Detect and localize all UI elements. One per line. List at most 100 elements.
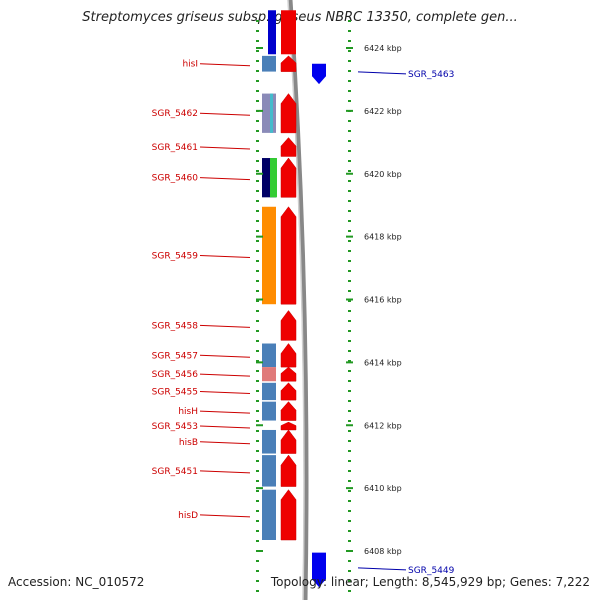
gene-label[interactable]: SGR_5462 — [152, 109, 198, 119]
blast-hit-block[interactable] — [262, 93, 276, 133]
gene-arrow[interactable] — [280, 421, 297, 431]
scale-dot-right — [348, 470, 351, 472]
blast-hit-block[interactable] — [262, 206, 276, 305]
gene-label[interactable]: SGR_5453 — [152, 422, 198, 432]
blast-hit-block[interactable] — [262, 489, 276, 540]
gene-label[interactable]: hisD — [178, 511, 198, 521]
gene-arrow[interactable] — [280, 429, 297, 454]
scale-dot-right — [348, 300, 351, 302]
gene-label[interactable]: hisH — [178, 407, 198, 417]
scale-dot-left — [256, 350, 259, 352]
scale-dot-right — [348, 310, 351, 312]
kbp-tick — [346, 235, 353, 238]
scale-dot-right — [348, 380, 351, 382]
gene-arrow[interactable] — [280, 489, 297, 541]
gene-label[interactable]: SGR_5458 — [152, 321, 199, 331]
blast-hit-block[interactable] — [262, 367, 276, 382]
kbp-tick — [346, 47, 353, 49]
gene-track — [262, 10, 326, 588]
scale-dot-left — [256, 470, 259, 472]
scale-dot-right — [348, 390, 351, 392]
scale-dot-left — [256, 300, 259, 302]
gene-label[interactable]: SGR_5461 — [152, 143, 198, 153]
gene-label[interactable]: hisB — [179, 438, 198, 448]
scale-dot-left — [256, 440, 259, 442]
scale-dot-left — [256, 280, 259, 282]
scale-dot-left — [256, 560, 259, 562]
gene-arrow[interactable] — [280, 366, 297, 382]
gene-label[interactable]: SGR_5463 — [408, 70, 454, 80]
scale-dot-left — [256, 480, 259, 482]
scale-dot-left — [256, 530, 259, 532]
scale-dot-left — [256, 40, 259, 42]
blast-hit-block[interactable] — [262, 429, 276, 454]
gene-arrow[interactable] — [280, 382, 297, 401]
scale-dot-right — [348, 360, 351, 362]
gene-label-leader — [199, 425, 251, 429]
blast-hit-block[interactable] — [262, 401, 276, 421]
scale-dot-right — [348, 100, 351, 102]
scale-dot-left — [256, 100, 259, 102]
kbp-tick-left — [256, 550, 263, 552]
gene-label-leader — [199, 324, 251, 328]
scale-dot-right — [348, 130, 351, 132]
kbp-label: 6420 kbp — [364, 170, 402, 179]
scale-dot-right — [348, 540, 351, 542]
scale-dot-right — [348, 120, 351, 122]
gene-label-leader — [199, 514, 251, 518]
gene-arrow[interactable] — [280, 157, 297, 198]
scale-dot-left — [256, 380, 259, 382]
scale-dot-right — [348, 170, 351, 172]
gene-labels: hisI SGR_5462 SGR_5461 SGR_5460 SGR_5459 SGR_… — [152, 60, 455, 576]
kbp-tick-left — [256, 47, 263, 49]
gene-label[interactable]: SGR_5460 — [152, 174, 199, 184]
gene-label-leader — [199, 441, 251, 445]
scale-dot-left — [256, 360, 259, 362]
scale-dot-left — [256, 180, 259, 182]
gene-label[interactable]: SGR_5459 — [152, 251, 199, 261]
scale-dot-right — [348, 530, 351, 532]
scale-dot-right — [348, 560, 351, 562]
scale-dot-left — [256, 390, 259, 392]
kbp-label: 6418 kbp — [364, 233, 402, 242]
scale-dot-left — [256, 240, 259, 242]
blast-hit-block[interactable] — [262, 455, 276, 487]
gene-label[interactable]: SGR_5451 — [152, 467, 198, 477]
kbp-tick-left — [256, 298, 263, 301]
scale-dots — [256, 20, 351, 592]
gene-label[interactable]: SGR_5449 — [408, 566, 455, 576]
gene-arrow[interactable] — [280, 401, 297, 421]
gene-label[interactable]: SGR_5455 — [152, 387, 198, 397]
gene-arrow[interactable] — [280, 454, 297, 487]
gene-label-leader — [199, 112, 251, 116]
gene-label-leader — [199, 470, 251, 474]
gene-arrow-reverse[interactable] — [312, 63, 326, 85]
gene-label[interactable]: hisI — [182, 60, 198, 70]
scale-dot-right — [348, 400, 351, 402]
backbone — [287, 0, 309, 600]
blast-hit-block[interactable] — [262, 343, 276, 368]
scale-dot-left — [256, 330, 259, 332]
gene-arrow[interactable] — [280, 343, 297, 368]
scale-dot-right — [348, 90, 351, 92]
gene-label[interactable]: SGR_5457 — [152, 351, 198, 361]
scale-dot-right — [348, 450, 351, 452]
gene-arrow[interactable] — [280, 55, 297, 72]
kbp-label: 6416 kbp — [364, 296, 402, 305]
blast-hit-block[interactable] — [262, 382, 276, 401]
gene-arrow[interactable] — [280, 137, 297, 157]
gene-arrow[interactable] — [280, 310, 297, 341]
kbp-tick-left — [256, 109, 263, 112]
scale-dot-right — [348, 350, 351, 352]
gene-arrow[interactable] — [280, 206, 297, 305]
gene-label[interactable]: SGR_5456 — [152, 370, 199, 380]
kbp-tick — [346, 109, 353, 112]
scale-dot-left — [256, 250, 259, 252]
scale-dot-left — [256, 320, 259, 322]
scale-dot-left — [256, 170, 259, 172]
gene-arrow-reverse[interactable] — [312, 552, 326, 588]
blast-hit-block[interactable] — [262, 55, 276, 72]
scale-dot-left — [256, 290, 259, 292]
scale-dot-right — [348, 520, 351, 522]
gene-arrow[interactable] — [280, 93, 297, 134]
